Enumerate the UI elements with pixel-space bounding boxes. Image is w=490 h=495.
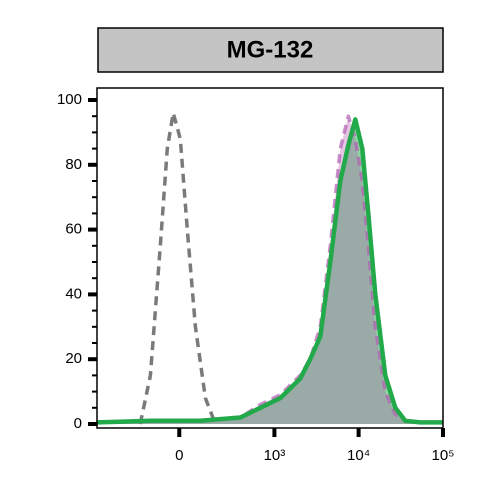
y-tick-label: 0 bbox=[74, 415, 82, 432]
chart-title: MG-132 bbox=[227, 36, 314, 63]
x-tick-label: 10⁴ bbox=[347, 447, 370, 464]
title-box bbox=[97, 27, 444, 73]
y-tick-label: 40 bbox=[65, 285, 82, 302]
series-area bbox=[97, 119, 443, 425]
y-tick-label: 60 bbox=[65, 221, 82, 238]
plot-frame bbox=[96, 87, 444, 429]
plot-area bbox=[96, 111, 443, 425]
x-tick-label: 10³ bbox=[264, 447, 286, 464]
series-area bbox=[97, 116, 443, 424]
x-tick-label: 10⁵ bbox=[432, 447, 455, 464]
x-tick-label: 0 bbox=[175, 447, 183, 464]
y-tick-label: 100 bbox=[57, 91, 82, 108]
y-tick-label: 80 bbox=[65, 156, 82, 173]
series-line bbox=[96, 117, 443, 425]
y-tick-label: 20 bbox=[65, 350, 82, 367]
series-line bbox=[138, 111, 218, 425]
